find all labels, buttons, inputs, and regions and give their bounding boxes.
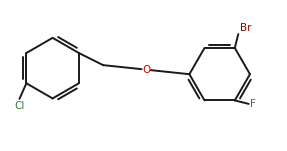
Text: Cl: Cl <box>14 101 25 111</box>
Text: Br: Br <box>240 23 251 33</box>
Text: F: F <box>249 99 255 109</box>
Text: O: O <box>142 65 150 75</box>
